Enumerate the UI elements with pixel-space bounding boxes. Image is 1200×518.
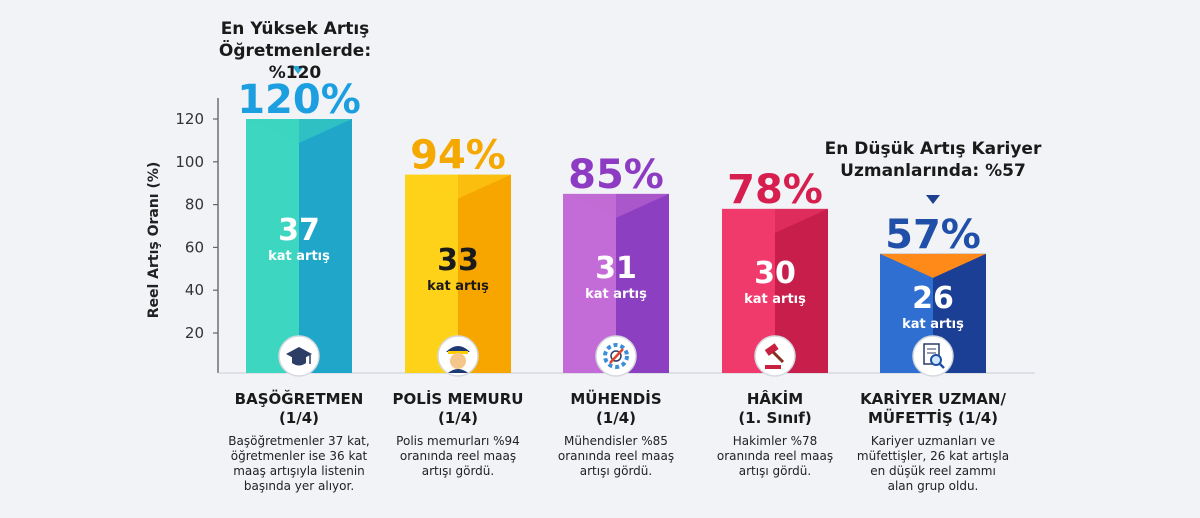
multiplier-label: 26 <box>912 281 954 316</box>
y-tick-label: 40 <box>185 281 204 299</box>
bar-cap <box>563 193 669 218</box>
category-name: BAŞÖĞRETMEN <box>234 390 364 408</box>
lowest-annotation-line1: En Düşük Artış Kariyer <box>824 139 1042 159</box>
y-tick-label: 80 <box>185 196 204 214</box>
y-tick-label: 100 <box>175 153 204 171</box>
police-officer-icon <box>437 335 479 377</box>
category-sub: (1/4) <box>437 409 479 427</box>
value-label: 85% <box>568 152 664 198</box>
value-label: 57% <box>885 212 981 258</box>
category-sub: (1. Sınıf) <box>738 409 812 427</box>
highest-annotation: En Yüksek Artış Öğretmenlerde: %120 <box>190 18 400 84</box>
desc-line: en düşük reel zammı <box>870 464 996 478</box>
multiplier-suffix: kat artış <box>585 287 647 302</box>
description-muhendis: Mühendisler %85 oranında reel maaş artış… <box>516 434 716 479</box>
category-sub: (1/4) <box>595 409 637 427</box>
category-name: KARİYER UZMAN/ <box>860 390 1006 408</box>
desc-line: Kariyer uzmanları ve <box>870 434 996 448</box>
lowest-annotation: En Düşük Artış Kariyer Uzmanlarında: %57 <box>818 138 1048 182</box>
bar-cap <box>405 174 511 199</box>
lowest-annotation-line2: Uzmanlarında: %57 <box>840 161 1026 181</box>
category-label-muhendis: MÜHENDİS (1/4) <box>516 390 716 428</box>
y-tick-label: 60 <box>185 238 204 256</box>
desc-line: oranında reel maaş <box>716 449 834 463</box>
desc-line: oranında reel maaş <box>399 449 517 463</box>
desc-line: artışı gördü. <box>579 464 653 478</box>
bar-body <box>246 119 352 373</box>
description-basogretmen: Başöğretmenler 37 kat, öğretmenler ise 3… <box>199 434 399 494</box>
bar-cap <box>246 119 352 143</box>
description-hakim: Hakimler %78 oranında reel maaş artışı g… <box>675 434 875 479</box>
multiplier-suffix: kat artış <box>744 292 806 307</box>
document-search-icon <box>912 335 954 377</box>
highest-arrow <box>292 66 304 74</box>
multiplier-suffix: kat artış <box>902 317 964 332</box>
category-label-polis: POLİS MEMURU (1/4) <box>358 390 558 428</box>
category-name: MÜHENDİS <box>570 390 662 408</box>
value-label: 78% <box>727 167 823 213</box>
value-label: 120% <box>237 77 361 123</box>
desc-line: Polis memurları %94 <box>396 434 520 448</box>
desc-line: oranında reel maaş <box>557 449 675 463</box>
multiplier-label: 31 <box>595 251 637 286</box>
description-polis: Polis memurları %94 oranında reel maaş a… <box>358 434 558 479</box>
highest-annotation-line2: Öğretmenlerde: %120 <box>218 41 372 83</box>
category-sub: (1/4) <box>278 409 320 427</box>
bar-cap <box>722 208 828 233</box>
graduation-cap-icon <box>278 335 320 377</box>
desc-line: artışı gördü. <box>421 464 495 478</box>
desc-line: alan grup oldu. <box>887 479 979 493</box>
gavel-icon <box>754 335 796 377</box>
y-tick-label: 20 <box>185 324 204 342</box>
multiplier-suffix: kat artış <box>268 249 330 264</box>
desc-line: Mühendisler %85 <box>564 434 668 448</box>
desc-line: maaş artışıyla listenin <box>233 464 365 478</box>
desc-line: başında yer alıyor. <box>243 479 355 493</box>
y-tick-label: 120 <box>175 110 204 128</box>
desc-line: artışı gördü. <box>738 464 812 478</box>
desc-line: müfettişler, 26 kat artışla <box>856 449 1010 463</box>
multiplier-label: 37 <box>278 213 320 248</box>
category-sub: MÜFETTİŞ (1/4) <box>867 409 999 427</box>
category-label-basogretmen: BAŞÖĞRETMEN (1/4) <box>199 390 399 428</box>
value-label: 94% <box>410 133 506 179</box>
description-kariyer: Kariyer uzmanları ve müfettişler, 26 kat… <box>833 434 1033 494</box>
highest-annotation-line1: En Yüksek Artış <box>220 19 370 39</box>
gear-wrench-icon <box>595 335 637 377</box>
category-name: POLİS MEMURU <box>392 390 524 408</box>
lowest-arrow <box>926 195 940 204</box>
category-label-hakim: HÂKİM (1. Sınıf) <box>675 390 875 428</box>
desc-line: Hakimler %78 <box>732 434 818 448</box>
category-name: HÂKİM <box>746 390 804 408</box>
category-label-kariyer: KARİYER UZMAN/ MÜFETTİŞ (1/4) <box>833 390 1033 428</box>
y-axis-title: Reel Artış Oranı (%) <box>146 162 162 319</box>
multiplier-label: 33 <box>437 243 479 278</box>
desc-line: Başöğretmenler 37 kat, <box>228 434 370 448</box>
multiplier-label: 30 <box>754 256 796 291</box>
bar-cap <box>880 253 986 278</box>
multiplier-suffix: kat artış <box>427 279 489 294</box>
desc-line: öğretmenler ise 36 kat <box>230 449 368 463</box>
